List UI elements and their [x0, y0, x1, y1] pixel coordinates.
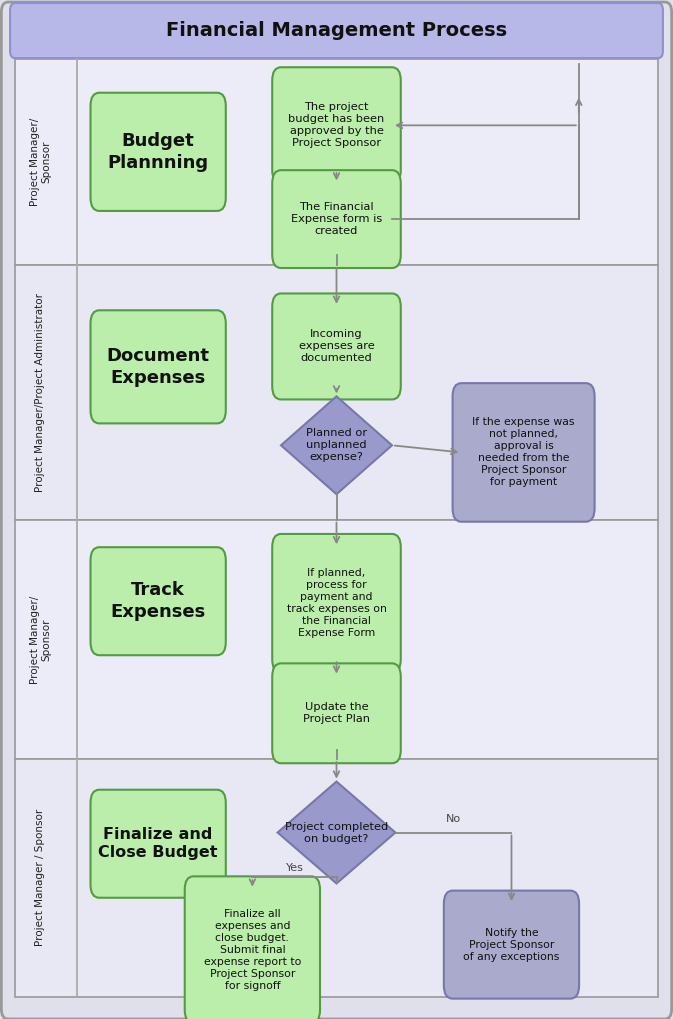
Text: Project Manager/
Sponsor: Project Manager/ Sponsor [30, 118, 51, 206]
Polygon shape [277, 782, 395, 883]
Text: Finalize all
expenses and
close budget.
Submit final
expense report to
Project S: Finalize all expenses and close budget. … [204, 909, 301, 990]
FancyBboxPatch shape [272, 67, 400, 183]
FancyBboxPatch shape [90, 93, 225, 211]
Text: Project completed
on budget?: Project completed on budget? [285, 821, 388, 844]
Text: Document
Expenses: Document Expenses [106, 347, 210, 386]
Text: If the expense was
not planned,
approval is
needed from the
Project Sponsor
for : If the expense was not planned, approval… [472, 418, 575, 487]
Text: Incoming
expenses are
documented: Incoming expenses are documented [299, 329, 374, 364]
FancyBboxPatch shape [272, 170, 400, 268]
FancyBboxPatch shape [272, 534, 400, 673]
Text: Planned or
unplanned
expense?: Planned or unplanned expense? [306, 428, 367, 463]
FancyBboxPatch shape [10, 3, 663, 58]
FancyBboxPatch shape [184, 876, 320, 1019]
Polygon shape [281, 396, 392, 494]
Text: The Financial
Expense form is
created: The Financial Expense form is created [291, 202, 382, 236]
Bar [15, 759, 658, 997]
FancyBboxPatch shape [272, 293, 400, 399]
FancyBboxPatch shape [272, 663, 400, 763]
Text: Finalize and
Close Budget: Finalize and Close Budget [98, 827, 218, 860]
FancyBboxPatch shape [90, 790, 225, 898]
Text: Financial Management Process: Financial Management Process [166, 21, 507, 40]
FancyBboxPatch shape [444, 891, 579, 999]
Text: Track
Expenses: Track Expenses [110, 582, 206, 621]
FancyBboxPatch shape [90, 310, 225, 424]
Bar [15, 265, 658, 520]
Text: Update the
Project Plan: Update the Project Plan [303, 702, 370, 725]
FancyBboxPatch shape [90, 547, 225, 655]
Bar [15, 59, 658, 265]
Text: No: No [446, 814, 461, 824]
FancyBboxPatch shape [452, 383, 595, 522]
Text: If planned,
process for
payment and
track expenses on
the Financial
Expense Form: If planned, process for payment and trac… [287, 569, 386, 638]
Text: Yes: Yes [285, 863, 304, 873]
Text: Project Manager/
Sponsor: Project Manager/ Sponsor [30, 595, 51, 684]
Text: Budget
Plannning: Budget Plannning [108, 132, 209, 171]
Text: Project Manager / Sponsor: Project Manager / Sponsor [36, 809, 45, 947]
Text: The project
budget has been
approved by the
Project Sponsor: The project budget has been approved by … [288, 102, 385, 149]
Text: Notify the
Project Sponsor
of any exceptions: Notify the Project Sponsor of any except… [463, 927, 560, 962]
Text: Project Manager/Project Administrator: Project Manager/Project Administrator [36, 292, 45, 492]
Bar [15, 520, 658, 759]
